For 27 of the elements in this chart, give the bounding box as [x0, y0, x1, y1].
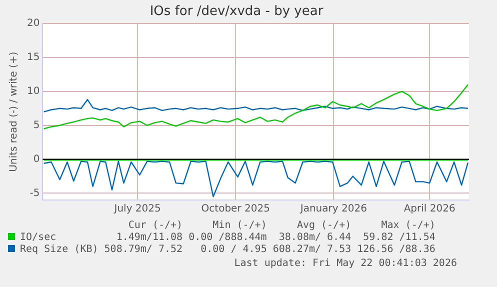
chart-title: IOs for /dev/xvda - by year	[150, 4, 324, 20]
text: 38.08m/ 6.44	[278, 232, 352, 244]
text: Last update: Fri May 22 00:41:03 2026	[234, 258, 457, 269]
text: Max (-/+)	[380, 220, 436, 232]
text: 59.82 /11.54	[362, 232, 436, 244]
text: 508.79m/ 7.52	[103, 244, 183, 256]
text: 126.56 /88.36	[356, 244, 436, 256]
x-tick-label: July 2025	[113, 204, 161, 215]
text: 0.00 /888.44m	[188, 232, 267, 244]
legend-label: IO/sec	[19, 232, 58, 244]
text: 608.27m/ 7.53	[272, 244, 352, 256]
x-tick-label: April 2026	[404, 204, 456, 215]
y-tick-label: 20	[26, 18, 40, 30]
text: 1.49m/11.08	[115, 232, 183, 244]
text: Avg (-/+)	[296, 220, 352, 232]
y-tick-label: -5	[30, 188, 40, 199]
text: Min (-/+)	[212, 220, 267, 232]
y-tick-label: 10	[26, 86, 40, 98]
legend-label: Req Size (KB)	[19, 244, 98, 256]
y-tick-label: 0	[33, 154, 40, 165]
y-axis-title: Units read (-) / write (+)	[8, 52, 20, 172]
text: 0.00 / 4.95	[200, 244, 267, 256]
y-tick-label: 15	[26, 52, 40, 64]
text: Cur (-/+)	[127, 220, 183, 232]
x-tick-label: January 2026	[299, 204, 367, 215]
x-tick-label: October 2025	[201, 204, 270, 215]
y-tick-label: 5	[33, 120, 40, 131]
